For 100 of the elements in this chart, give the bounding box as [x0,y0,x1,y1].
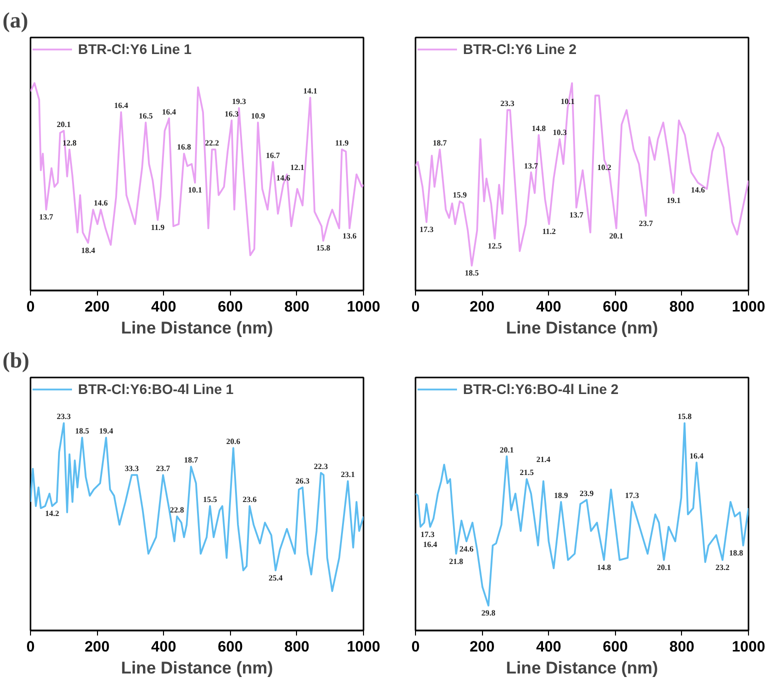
annotation: 17.3 [624,490,639,500]
annotation: 11.9 [150,222,164,232]
x-tick-label: 200 [84,298,110,316]
annotation: 10.1 [188,186,202,195]
x-axis-title: Line Distance (nm) [120,658,274,678]
annotation: 18.4 [81,246,96,255]
annotation: 19.4 [99,426,114,436]
annotation: 11.2 [542,227,556,236]
annotation: 15.9 [452,190,467,200]
x-axis-title: Line Distance (nm) [120,318,274,338]
x-tick-label: 600 [218,298,243,316]
annotation: 11.9 [335,138,349,148]
annotation: 16.3 [224,109,239,118]
annotation: 18.8 [729,548,744,558]
x-tick-label: 1000 [732,298,766,316]
annotation: 10.1 [560,97,575,106]
x-tick-label: 0 [26,298,35,316]
x-tick-label: 200 [84,638,110,656]
annotation: 13.7 [39,212,54,222]
annotation: 23.2 [716,562,730,572]
annotation: 20.1 [500,445,514,454]
annotation: 10.2 [597,162,612,172]
text: (a) [2,8,28,32]
annotation: 10.9 [250,112,265,121]
annotation: 16.4 [423,540,438,549]
x-axis-title: Line Distance (nm) [506,318,658,338]
x-axis-title: Line Distance (nm) [506,658,658,678]
x-tick-label: 400 [151,298,176,316]
x-tick-label: 800 [669,298,694,316]
x-tick-label: 400 [536,298,562,316]
annotation: 20.6 [226,437,240,446]
annotation: 17.3 [419,225,434,234]
annotation: 14.8 [532,124,546,133]
annotation: 23.7 [156,464,170,473]
annotation: 15.8 [678,412,692,422]
x-tick-label: 1000 [346,298,380,316]
annotation: 14.8 [596,562,611,572]
annotation: 19.1 [666,196,681,206]
x-tick-label: 400 [536,638,562,656]
x-tick-label: 800 [284,638,310,656]
annotation: 18.7 [432,138,447,148]
x-tick-label: 800 [669,638,694,656]
annotation: 16.4 [690,452,704,461]
annotation: 20.1 [656,562,671,572]
annotation: 18.7 [184,456,198,465]
annotation: 15.8 [316,244,330,253]
annotation: 25.4 [268,573,283,582]
annotation: 26.3 [296,476,310,486]
annotation: 23.9 [580,488,594,498]
annotation: 22.3 [314,462,328,471]
legend-label: BTR-Cl:Y6:BO-4l Line 2 [463,381,619,397]
annotation: 16.4 [114,101,128,110]
annotation: 14.6 [690,186,705,195]
x-tick-label: 800 [284,298,310,316]
annotation: 14.1 [303,86,318,96]
annotation: 22.2 [204,138,219,148]
annotation: 14.2 [45,509,60,518]
annotation: 14.6 [276,174,290,183]
annotation: 18.5 [464,268,479,278]
x-tick-label: 600 [602,638,628,656]
annotation: 12.1 [290,162,304,172]
annotation: 16.7 [266,150,280,160]
x-tick-label: 1000 [346,638,380,656]
annotation: 16.4 [162,107,176,116]
annotation: 18.5 [75,426,90,436]
annotation: 14.6 [94,198,108,208]
text: (b) [2,348,30,372]
x-tick-label: 400 [151,638,176,656]
x-tick-label: 0 [26,638,35,656]
annotation: 23.7 [638,218,653,228]
x-tick-label: 200 [470,638,495,656]
annotation: 29.8 [481,608,496,618]
annotation: 16.8 [177,142,192,152]
annotation: 23.3 [56,412,71,422]
annotation: 21.5 [520,468,534,478]
annotation: 16.5 [138,112,153,121]
annotation: 12.5 [488,242,502,251]
x-tick-label: 0 [411,638,420,656]
annotation: 13.7 [569,210,584,220]
x-tick-label: 600 [602,298,628,316]
x-tick-label: 600 [218,638,243,656]
legend-label: BTR-Cl:Y6 Line 1 [78,41,192,57]
annotation: 21.4 [536,455,550,464]
annotation: 23.6 [242,495,257,504]
annotation: 19.3 [232,97,246,106]
annotation: 33.3 [124,464,139,473]
annotation: 24.6 [459,544,474,554]
annotation: 17.3 [420,530,434,539]
annotation: 12.8 [62,138,76,148]
annotation: 18.9 [554,490,568,500]
annotation: 13.7 [524,161,538,170]
x-tick-label: 200 [470,298,495,316]
annotation: 15.5 [202,495,217,504]
legend-label: BTR-Cl:Y6:BO-4l Line 1 [78,381,234,397]
annotation: 23.3 [500,99,514,108]
annotation: 10.3 [552,128,567,138]
annotation: 23.1 [340,470,355,480]
annotation: 21.8 [449,556,464,566]
annotation: 22.8 [170,505,184,514]
annotation: 20.1 [609,231,624,240]
